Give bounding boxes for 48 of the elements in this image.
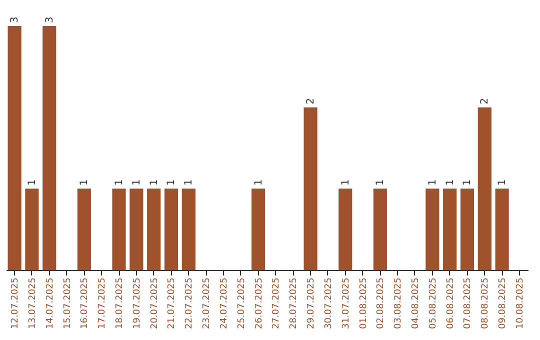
- x-tick-label: 24.07.2025: [219, 278, 230, 330]
- data-label: 1: [79, 179, 90, 186]
- data-label: 1: [253, 179, 264, 186]
- x-tick-label: 28.07.2025: [289, 278, 300, 330]
- x-tick-label: 18.07.2025: [115, 278, 125, 330]
- x-tick-label: 02.08.2025: [376, 278, 386, 330]
- x-tick-label: 08.08.2025: [480, 278, 491, 330]
- data-label: 3: [44, 16, 56, 23]
- data-label: 1: [444, 179, 456, 186]
- data-label: 1: [114, 179, 125, 186]
- data-label: 1: [148, 179, 160, 186]
- data-label: 1: [131, 179, 142, 186]
- data-label: 1: [340, 179, 352, 186]
- x-tick-label: 06.08.2025: [446, 278, 456, 330]
- x-tick-label: 07.08.2025: [463, 278, 474, 330]
- data-label: 1: [375, 179, 386, 186]
- data-label: 1: [462, 179, 474, 186]
- data-label: 1: [166, 179, 178, 186]
- data-label: 3: [10, 16, 21, 23]
- x-tick-label: 31.07.2025: [341, 278, 352, 330]
- x-tick-label: 01.08.2025: [358, 278, 369, 330]
- x-tick-label: 17.07.2025: [98, 278, 108, 330]
- data-label: 2: [306, 98, 317, 104]
- x-tick-label: 30.07.2025: [324, 278, 334, 330]
- x-tick-label: 25.07.2025: [236, 278, 247, 330]
- x-tick-label: 14.07.2025: [45, 278, 56, 330]
- x-tick-label: 29.07.2025: [306, 278, 317, 330]
- x-tick-label: 15.07.2025: [62, 278, 73, 330]
- x-tick-label: 16.07.2025: [80, 278, 90, 330]
- x-tick-label: 27.07.2025: [272, 278, 282, 330]
- x-tick-label: 21.07.2025: [167, 278, 178, 330]
- x-tick-label: 23.07.2025: [202, 278, 212, 330]
- data-label: 1: [26, 179, 38, 186]
- data-label: 1: [184, 179, 195, 186]
- x-tick-label: 10.08.2025: [515, 278, 526, 330]
- x-tick-label: 04.08.2025: [411, 278, 421, 330]
- data-label: 1: [497, 179, 508, 186]
- x-tick-label: 20.07.2025: [150, 278, 160, 330]
- x-tick-label: 26.07.2025: [254, 278, 264, 330]
- x-tick-label: 05.08.2025: [428, 278, 438, 330]
- data-label: 2: [480, 98, 491, 104]
- x-tick-label: 03.08.2025: [394, 278, 404, 330]
- x-tick-label: 09.08.2025: [498, 278, 508, 330]
- x-tick-label: 12.07.2025: [10, 278, 21, 330]
- x-tick-label: 22.07.2025: [184, 278, 195, 330]
- x-tick-label: 13.07.2025: [28, 278, 38, 330]
- x-tick-label: 19.07.2025: [132, 278, 142, 330]
- data-label: 1: [427, 179, 438, 186]
